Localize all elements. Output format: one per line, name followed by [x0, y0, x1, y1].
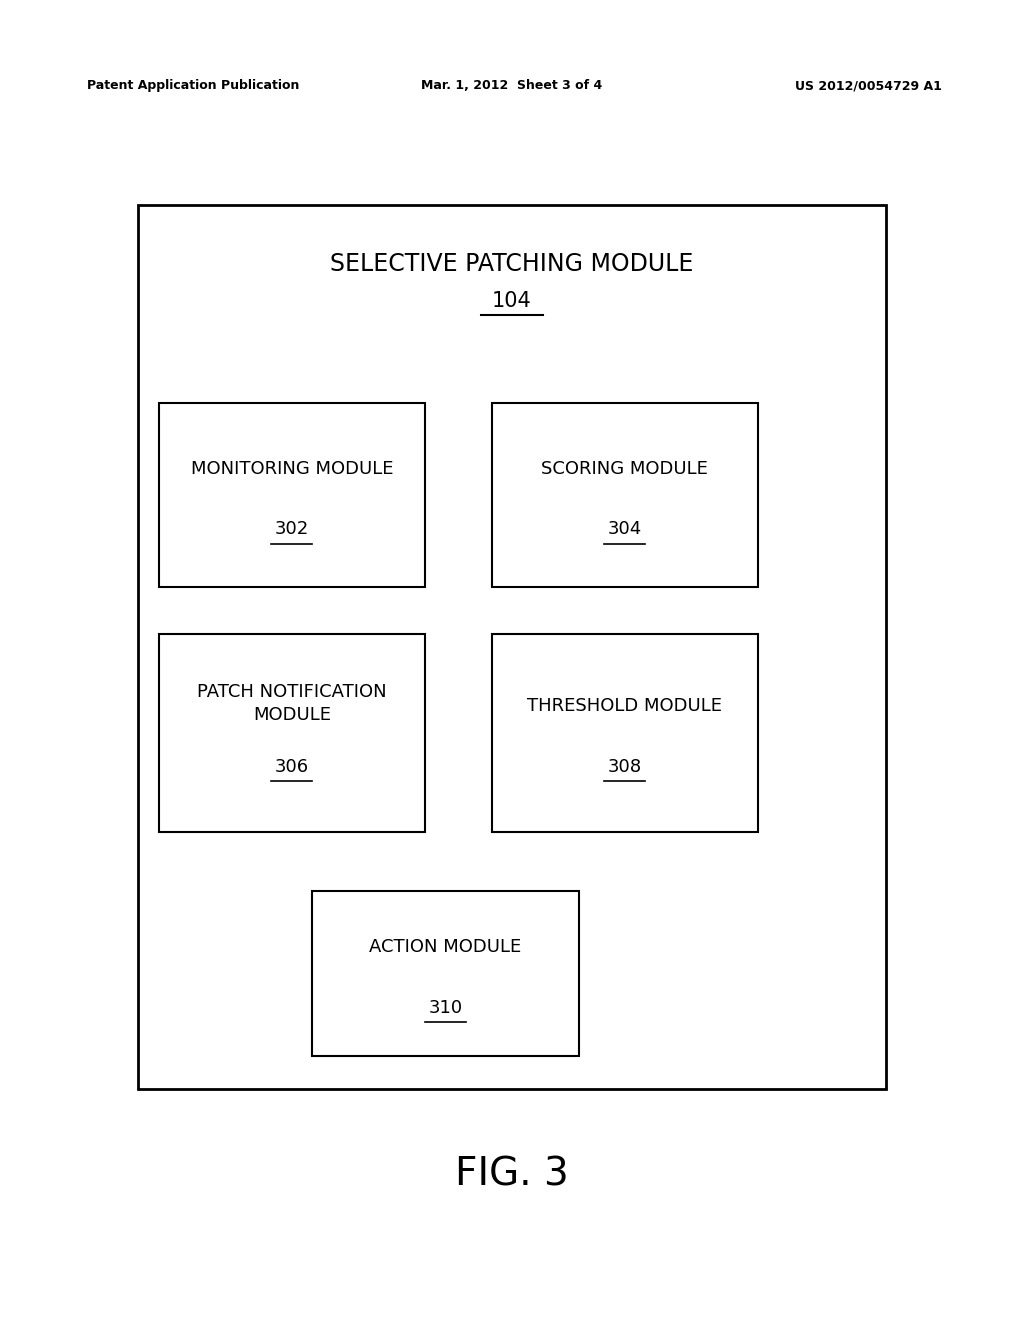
Text: ACTION MODULE: ACTION MODULE — [370, 939, 521, 956]
Text: 308: 308 — [607, 758, 642, 776]
Text: THRESHOLD MODULE: THRESHOLD MODULE — [527, 697, 722, 715]
FancyBboxPatch shape — [159, 403, 425, 587]
Text: SELECTIVE PATCHING MODULE: SELECTIVE PATCHING MODULE — [331, 252, 693, 276]
Text: Patent Application Publication: Patent Application Publication — [87, 79, 299, 92]
Text: 306: 306 — [274, 758, 309, 776]
Text: PATCH NOTIFICATION
MODULE: PATCH NOTIFICATION MODULE — [197, 684, 387, 723]
Text: 304: 304 — [607, 520, 642, 539]
FancyBboxPatch shape — [492, 403, 758, 587]
FancyBboxPatch shape — [159, 634, 425, 832]
Text: MONITORING MODULE: MONITORING MODULE — [190, 459, 393, 478]
Text: SCORING MODULE: SCORING MODULE — [542, 459, 708, 478]
Text: FIG. 3: FIG. 3 — [455, 1156, 569, 1193]
FancyBboxPatch shape — [138, 205, 886, 1089]
Text: 310: 310 — [428, 999, 463, 1016]
FancyBboxPatch shape — [492, 634, 758, 832]
Text: US 2012/0054729 A1: US 2012/0054729 A1 — [796, 79, 942, 92]
Text: Mar. 1, 2012  Sheet 3 of 4: Mar. 1, 2012 Sheet 3 of 4 — [421, 79, 603, 92]
Text: 104: 104 — [493, 290, 531, 312]
Text: 302: 302 — [274, 520, 309, 539]
FancyBboxPatch shape — [312, 891, 579, 1056]
